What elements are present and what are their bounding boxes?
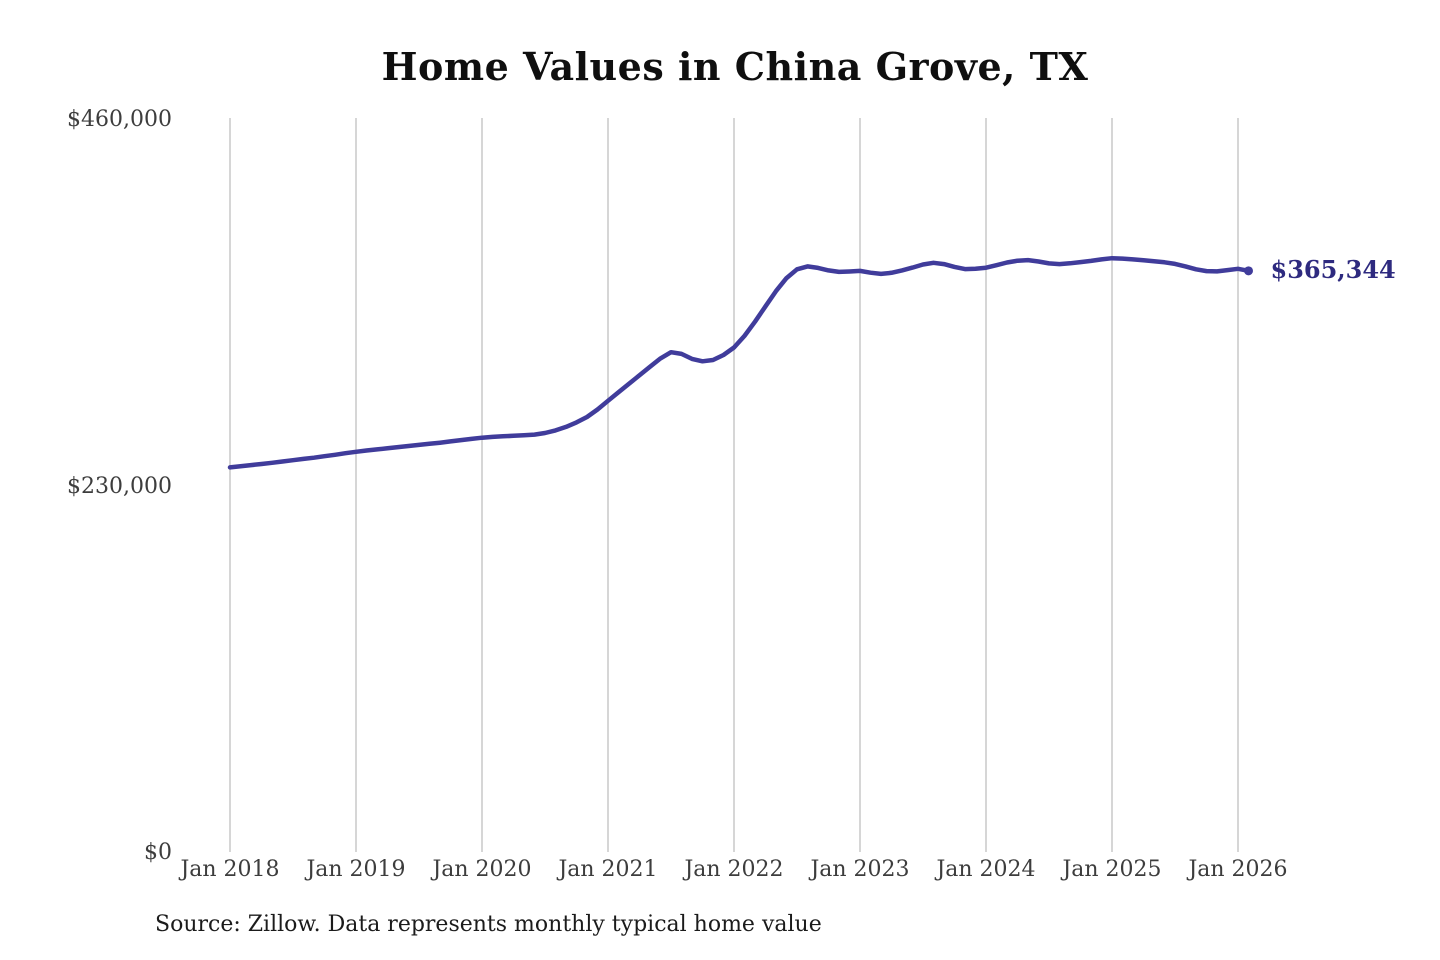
chart-title: Home Values in China Grove, TX: [381, 44, 1089, 89]
x-tick-label: Jan 2023: [810, 857, 910, 882]
x-tick-label: Jan 2024: [936, 857, 1036, 882]
x-tick-label: Jan 2019: [306, 857, 406, 882]
x-tick-label: Jan 2022: [684, 857, 784, 882]
x-tick-label: Jan 2020: [432, 857, 532, 882]
source-note: Source: Zillow. Data represents monthly …: [155, 912, 822, 937]
x-tick-label: Jan 2026: [1188, 857, 1288, 882]
x-tick-label: Jan 2021: [558, 857, 658, 882]
y-tick-label: $460,000: [67, 107, 172, 132]
y-tick-label: $0: [144, 840, 172, 865]
x-tick-label: Jan 2025: [1062, 857, 1162, 882]
value-line: [227, 255, 1251, 470]
current-value-label: $365,344: [1270, 254, 1396, 284]
x-tick-label: Jan 2018: [180, 857, 280, 882]
line-endpoint: [1244, 266, 1253, 276]
y-tick-label: $230,000: [67, 473, 172, 499]
